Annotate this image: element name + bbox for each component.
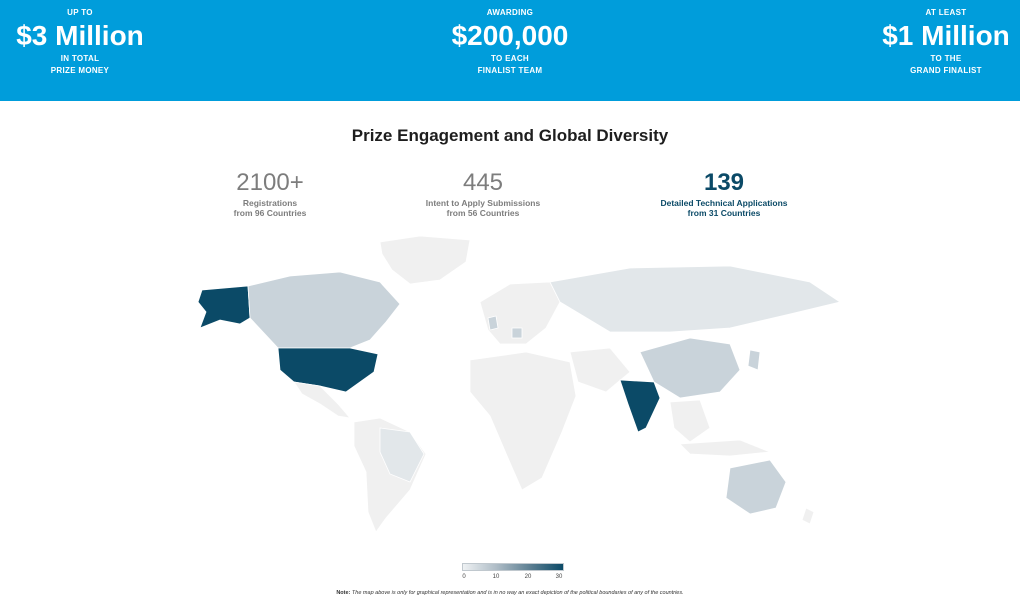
canada[interactable] [247,271,401,349]
mexico[interactable] [293,381,352,419]
alaska[interactable] [197,285,251,329]
japan[interactable] [747,349,761,371]
india[interactable] [619,379,661,433]
grand-finalist-amount: $1 Million [882,20,1010,51]
legend-ticks: 0 10 20 30 [462,571,564,581]
note-label: Note: [336,590,351,596]
uk[interactable] [487,315,499,331]
greenland[interactable] [379,235,471,285]
registrations-value: 2100+ [236,169,304,196]
australia[interactable] [725,459,787,515]
registrations-countries: from 96 Countries [233,208,307,218]
brazil[interactable] [379,427,425,483]
applications-metric: 139 Detailed Technical Applications from… [624,168,824,218]
russia[interactable] [549,265,841,333]
china[interactable] [639,337,741,399]
registrations-metric: 2100+ Registrations from 96 Countries [170,168,370,218]
applications-countries: from 31 Countries [687,208,761,218]
applications-value: 139 [703,169,745,196]
total-prize-top: UP TO [67,8,93,17]
legend-tick-20: 20 [524,574,532,580]
applications-label: Detailed Technical Applications [660,198,788,208]
finalist-award-amount: $200,000 [451,20,569,51]
africa[interactable] [469,351,577,491]
intent-countries: from 56 Countries [446,208,520,218]
grand-finalist-line2: GRAND FINALIST [910,66,982,75]
world-choropleth-map[interactable] [170,232,860,542]
map-disclaimer-note: Note: The map above is only for graphica… [0,590,1020,596]
finalist-award-block: AWARDING $200,000 TO EACH FINALIST TEAM [430,7,590,77]
registrations-label: Registrations [242,198,298,208]
legend-gradient-bar [462,563,564,571]
grand-finalist-line1: TO THE [930,54,962,63]
intent-label: Intent to Apply Submissions [425,198,541,208]
intent-value: 445 [462,169,504,196]
germany[interactable] [511,327,523,339]
total-prize-block: UP TO $3 Million IN TOTAL PRIZE MONEY [0,7,160,77]
europe[interactable] [479,281,561,345]
legend-tick-10: 10 [492,574,500,580]
finalist-award-top: AWARDING [486,8,534,17]
finalist-award-line1: TO EACH [491,54,529,63]
grand-finalist-block: AT LEAST $1 Million TO THE GRAND FINALIS… [866,7,1020,77]
united-states[interactable] [277,347,379,393]
map-legend: 0 10 20 30 [462,563,564,581]
new-zealand[interactable] [801,507,815,525]
finalist-award-line2: FINALIST TEAM [477,66,543,75]
legend-tick-0: 0 [462,574,466,580]
total-prize-line2: PRIZE MONEY [50,66,110,75]
total-prize-amount: $3 Million [16,20,144,51]
prize-banner: UP TO $3 Million IN TOTAL PRIZE MONEY AW… [0,0,1020,101]
southeast-asia[interactable] [669,399,711,443]
note-text: The map above is only for graphical repr… [351,590,684,596]
legend-tick-30: 30 [555,574,563,580]
middle-east[interactable] [569,347,631,393]
indonesia[interactable] [679,439,771,457]
grand-finalist-top: AT LEAST [925,8,967,17]
total-prize-line1: IN TOTAL [60,54,100,63]
section-title: Prize Engagement and Global Diversity [351,126,669,145]
intent-metric: 445 Intent to Apply Submissions from 56 … [383,168,583,218]
